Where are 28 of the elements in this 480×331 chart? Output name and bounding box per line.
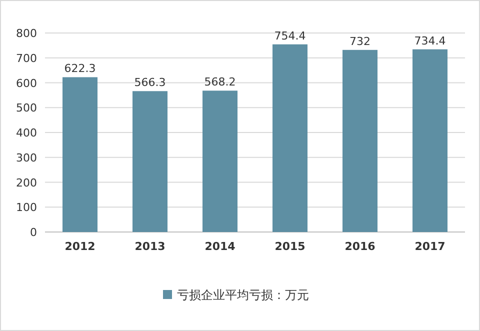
- y-tick-label: 600: [16, 76, 37, 90]
- x-tick-label: 2017: [414, 240, 446, 253]
- data-label: 622.3: [64, 62, 96, 76]
- y-tick-label: 800: [16, 27, 37, 40]
- data-label: 734.4: [414, 34, 446, 48]
- data-label: 732: [350, 34, 370, 48]
- legend-label: 亏损企业平均亏损：万元: [177, 288, 309, 302]
- x-tick-label: 2014: [204, 240, 236, 253]
- bar: [412, 49, 448, 232]
- x-tick-label: 2016: [344, 240, 376, 253]
- y-tick-label: 500: [16, 102, 37, 115]
- y-tick-label: 0: [30, 226, 37, 239]
- data-label: 566.3: [134, 76, 166, 90]
- x-tick-label: 2013: [134, 240, 166, 253]
- y-tick-label: 300: [16, 151, 37, 164]
- bar: [62, 77, 98, 232]
- y-tick-label: 700: [16, 52, 37, 65]
- bar: [272, 44, 308, 232]
- data-label: 754.4: [274, 29, 306, 42]
- bar: [202, 90, 238, 232]
- bar: [132, 91, 168, 232]
- bar: [342, 50, 378, 232]
- y-tick-label: 400: [16, 126, 37, 140]
- x-tick-label: 2012: [64, 240, 96, 253]
- y-tick-label: 200: [16, 176, 37, 190]
- x-tick-label: 2015: [274, 240, 306, 253]
- y-tick-label: 100: [16, 201, 37, 214]
- data-label: 568.2: [204, 76, 236, 89]
